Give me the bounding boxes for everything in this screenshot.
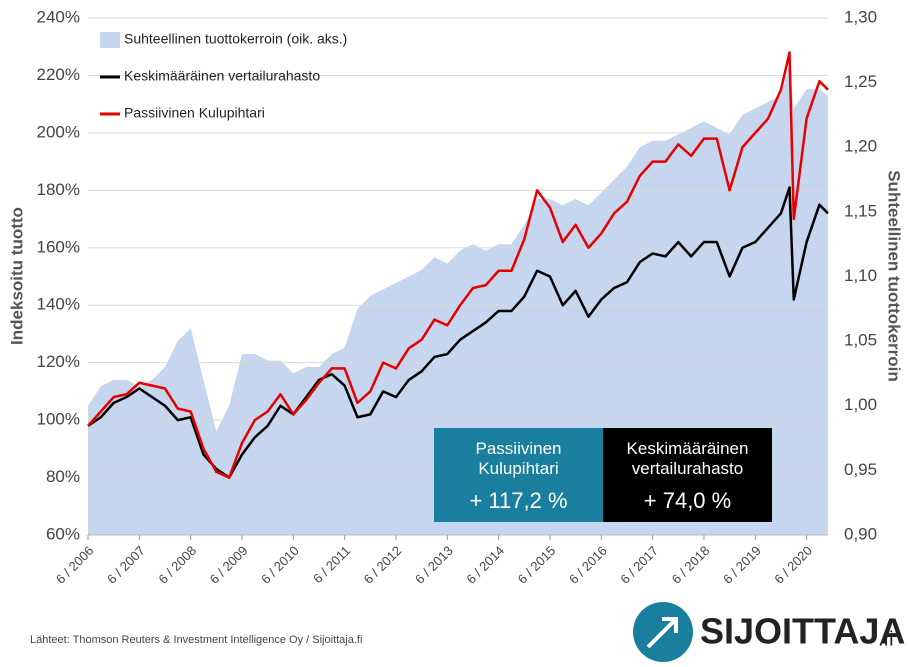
logo-text: SIJOITTAJA: [700, 611, 905, 652]
logo-suffix: .fi: [878, 628, 894, 650]
y2-tick-label: 1,20: [844, 137, 877, 156]
y2-tick-label: 0,95: [844, 460, 877, 479]
legend-label: Keskimääräinen vertailurahasto: [124, 68, 320, 84]
x-tick-label: 6 / 2018: [669, 543, 713, 587]
annotation-box: [603, 428, 772, 522]
y2-axis-title: Suhteellinen tuottokerroin: [885, 170, 904, 382]
line: [87, 51, 829, 479]
x-tick-label: 6 / 2007: [104, 543, 148, 587]
y-tick-label: 60%: [46, 524, 80, 543]
legend-label: Passiivinen Kulupihtari: [124, 105, 265, 121]
x-tick-label: 6 / 2006: [53, 543, 97, 587]
x-tick-label: 6 / 2009: [207, 543, 251, 587]
y-tick-label: 140%: [37, 295, 80, 314]
y-tick-label: 100%: [37, 410, 80, 429]
x-tick-label: 6 / 2008: [155, 543, 199, 587]
x-tick-label: 6 / 2020: [771, 543, 815, 587]
x-tick-label: 6 / 2016: [566, 543, 610, 587]
x-tick-label: 6 / 2013: [412, 543, 456, 587]
y-tick-label: 220%: [37, 65, 80, 84]
y-tick-label: 160%: [37, 237, 80, 256]
legend-label: Suhteellinen tuottokerroin (oik. aks.): [124, 31, 347, 47]
x-tick-label: 6 / 2012: [361, 543, 405, 587]
y-tick-label: 240%: [37, 7, 80, 26]
y2-tick-label: 1,05: [844, 331, 877, 350]
legend-swatch: [100, 32, 120, 48]
y-tick-label: 120%: [37, 352, 80, 371]
annotation-title: Passiivinen Kulupihtari: [476, 439, 562, 478]
y-tick-label: 80%: [46, 467, 80, 486]
y-tick-label: 180%: [37, 180, 80, 199]
x-tick-label: 6 / 2014: [463, 543, 507, 587]
x-tick-label: 6 / 2010: [258, 543, 302, 587]
annotation-title: Keskimääräinen vertailurahasto: [627, 439, 749, 478]
logo: SIJOITTAJA .fi: [633, 602, 905, 662]
logo-arrow: [646, 617, 678, 649]
x-tick-label: 6 / 2015: [515, 543, 559, 587]
annotation-box: [434, 428, 603, 522]
y-axis-title: Indeksoitu tuotto: [7, 207, 26, 345]
y2-tick-label: 1,00: [844, 395, 877, 414]
y2-tick-label: 1,15: [844, 201, 877, 220]
x-tick-label: 6 / 2017: [617, 543, 661, 587]
annotation-value: + 74,0 %: [644, 488, 731, 513]
y2-tick-label: 0,90: [844, 524, 877, 543]
y-tick-label: 200%: [37, 122, 80, 141]
x-tick-label: 6 / 2011: [310, 543, 353, 586]
source: Lähteet: Thomson Reuters & Investment In…: [30, 634, 362, 646]
x-tick-label: 6 / 2019: [720, 543, 764, 587]
y2-tick-label: 1,30: [844, 7, 877, 26]
y2-tick-label: 1,25: [844, 72, 877, 91]
y2-tick-label: 1,10: [844, 266, 877, 285]
annotation-value: + 117,2 %: [469, 488, 567, 513]
